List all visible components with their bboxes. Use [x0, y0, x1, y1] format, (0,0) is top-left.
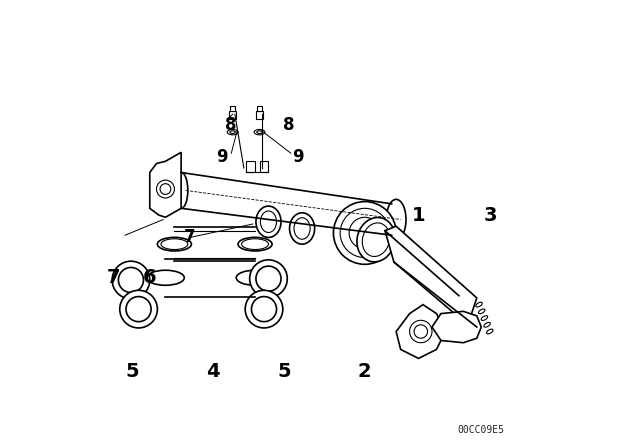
Circle shape: [112, 261, 150, 299]
Text: 7: 7: [107, 268, 121, 287]
Text: 00CC09E5: 00CC09E5: [458, 425, 505, 435]
Ellipse shape: [147, 270, 184, 285]
Text: 2: 2: [358, 362, 372, 381]
Text: 7: 7: [184, 228, 196, 246]
Bar: [260, 161, 269, 172]
Text: 8: 8: [225, 116, 236, 134]
Bar: [229, 111, 236, 119]
Text: 9: 9: [216, 148, 227, 166]
Ellipse shape: [161, 239, 188, 250]
Circle shape: [333, 202, 396, 264]
Circle shape: [245, 290, 283, 328]
Ellipse shape: [238, 237, 272, 251]
Ellipse shape: [481, 316, 488, 320]
PathPatch shape: [432, 311, 481, 343]
Circle shape: [250, 260, 287, 297]
Circle shape: [120, 290, 157, 328]
Ellipse shape: [484, 323, 490, 327]
Text: 6: 6: [143, 268, 157, 287]
Text: 5: 5: [277, 362, 291, 381]
PathPatch shape: [150, 152, 181, 217]
Text: 9: 9: [292, 148, 303, 166]
Ellipse shape: [476, 302, 483, 307]
Ellipse shape: [256, 206, 281, 237]
PathPatch shape: [396, 305, 445, 358]
Text: 5: 5: [125, 362, 139, 381]
Ellipse shape: [236, 270, 274, 285]
Ellipse shape: [254, 129, 265, 135]
Bar: [257, 106, 262, 111]
Ellipse shape: [242, 239, 269, 250]
Bar: [256, 111, 263, 119]
Text: 4: 4: [205, 362, 220, 381]
Bar: [230, 106, 235, 111]
Ellipse shape: [157, 237, 191, 251]
Ellipse shape: [227, 129, 238, 135]
PathPatch shape: [385, 226, 477, 325]
Ellipse shape: [357, 217, 395, 262]
Ellipse shape: [479, 309, 485, 314]
Circle shape: [156, 180, 174, 198]
Bar: [246, 161, 255, 172]
Ellipse shape: [387, 199, 406, 240]
Text: 1: 1: [412, 206, 426, 224]
Text: 8: 8: [283, 116, 294, 134]
Ellipse shape: [289, 213, 315, 244]
Text: 3: 3: [483, 206, 497, 224]
Ellipse shape: [174, 172, 188, 208]
Ellipse shape: [486, 329, 493, 334]
